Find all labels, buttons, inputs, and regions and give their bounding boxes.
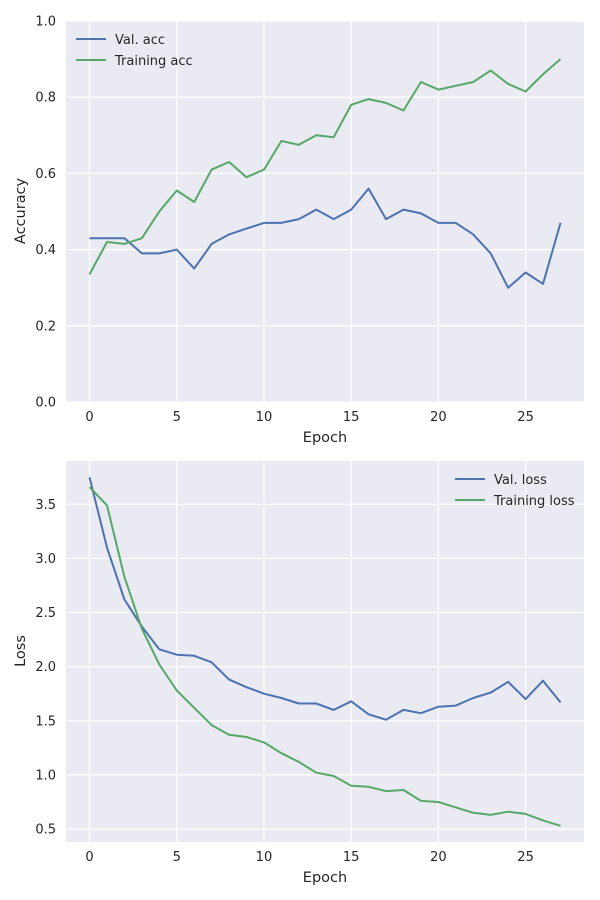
accuracy-x-axis-label: Epoch [303, 430, 347, 446]
accuracy-legend: Val. acc Training acc [76, 33, 193, 69]
loss-y-ticks: 0.5 1.0 1.5 2.0 2.5 3.0 3.5 [35, 498, 56, 838]
x-tick-label: 20 [430, 410, 447, 425]
x-tick-label: 0 [85, 850, 93, 865]
x-tick-label: 15 [343, 410, 360, 425]
series-line-training-acc [88, 58, 562, 275]
y-tick-label: 3.0 [35, 552, 56, 567]
legend-label-val-loss: Val. loss [494, 473, 547, 488]
loss-legend: Val. loss Training loss [455, 473, 575, 509]
y-tick-label: 0.8 [35, 91, 56, 106]
loss-x-axis-label: Epoch [303, 870, 347, 886]
series-line-val-loss [88, 476, 562, 721]
y-tick-label: 1.5 [35, 714, 56, 729]
legend-label-training-loss: Training loss [493, 494, 575, 509]
accuracy-series [88, 58, 562, 289]
loss-y-axis-label: Loss [13, 635, 29, 667]
accuracy-y-ticks: 0.0 0.2 0.4 0.6 0.8 1.0 [35, 15, 56, 411]
x-tick-label: 25 [517, 850, 534, 865]
y-tick-label: 1.0 [35, 15, 56, 30]
y-tick-label: 0.4 [35, 243, 56, 258]
y-tick-label: 2.5 [35, 606, 56, 621]
series-line-training-loss [88, 486, 561, 827]
loss-series [88, 476, 562, 827]
legend-label-val-acc: Val. acc [115, 33, 165, 48]
x-tick-label: 0 [85, 410, 93, 425]
loss-x-ticks: 0 5 10 15 20 25 [85, 850, 533, 865]
accuracy-y-axis-label: Accuracy [13, 177, 29, 244]
accuracy-plot-area [66, 21, 584, 402]
accuracy-x-ticks: 0 5 10 15 20 25 [85, 410, 533, 425]
x-tick-label: 5 [173, 850, 181, 865]
loss-plot-area [66, 461, 584, 842]
y-tick-label: 1.0 [35, 768, 56, 783]
x-tick-label: 5 [173, 410, 181, 425]
y-tick-label: 0.0 [35, 396, 56, 411]
y-tick-label: 3.5 [35, 498, 56, 513]
legend-label-training-acc: Training acc [114, 54, 193, 69]
y-tick-label: 0.2 [35, 319, 56, 334]
y-tick-label: 2.0 [35, 660, 56, 675]
x-tick-label: 10 [256, 410, 273, 425]
y-tick-label: 0.5 [35, 823, 56, 838]
series-line-val-acc [89, 187, 562, 289]
loss-chart: 0.5 1.0 1.5 2.0 2.5 3.0 3.5 0 5 10 15 20… [13, 461, 584, 886]
x-tick-label: 10 [256, 850, 273, 865]
accuracy-gridlines [66, 20, 584, 403]
x-tick-label: 25 [517, 410, 534, 425]
loss-gridlines [66, 461, 584, 842]
y-tick-label: 0.6 [35, 167, 56, 182]
accuracy-chart: 0.0 0.2 0.4 0.6 0.8 1.0 0 5 10 15 20 25 … [13, 15, 584, 446]
x-tick-label: 20 [430, 850, 447, 865]
x-tick-label: 15 [343, 850, 360, 865]
